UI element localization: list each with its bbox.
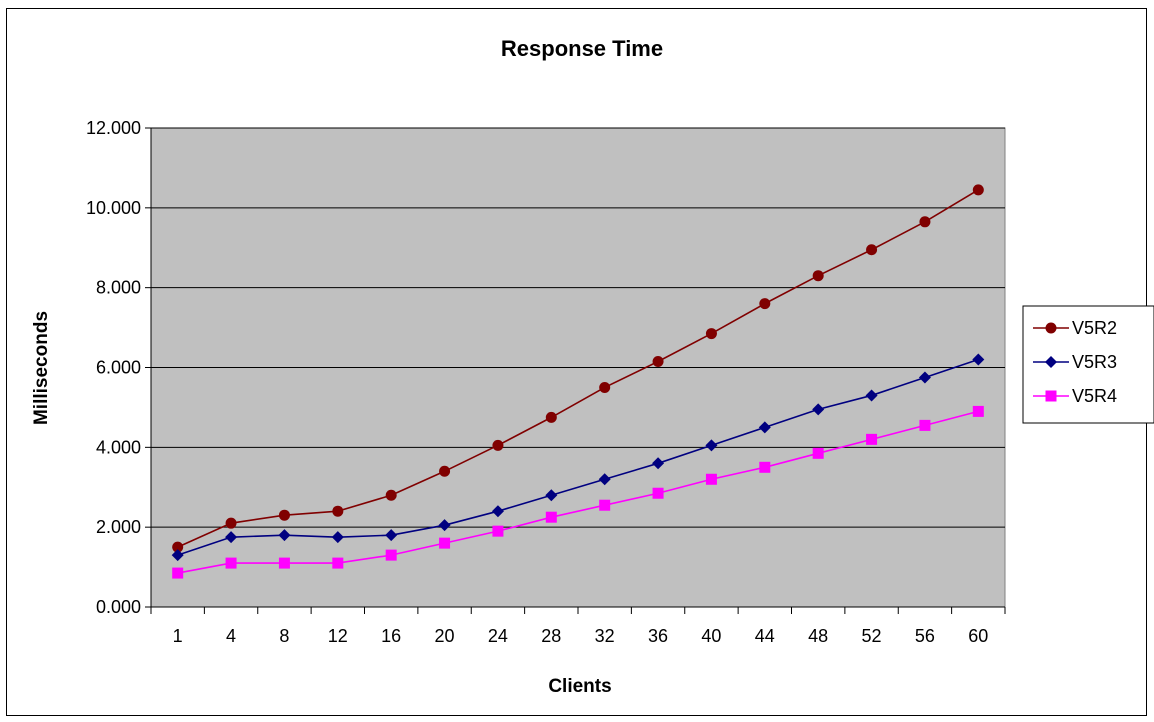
- legend-marker: [1045, 390, 1057, 402]
- series-layer: [171, 184, 985, 579]
- data-point: [866, 433, 878, 445]
- x-tick-label: 4: [226, 626, 236, 646]
- legend-label: V5R2: [1072, 318, 1117, 338]
- data-point: [705, 439, 718, 452]
- data-point: [812, 270, 824, 282]
- y-tick-label: 10.000: [86, 198, 141, 218]
- data-point: [545, 511, 557, 523]
- x-tick-label: 40: [701, 626, 721, 646]
- data-point: [812, 447, 824, 459]
- x-tick-label: 20: [435, 626, 455, 646]
- legend-item-v5r2: V5R2: [1033, 318, 1117, 338]
- legend-marker: [1045, 322, 1057, 334]
- data-point: [492, 525, 504, 537]
- data-point: [599, 499, 611, 511]
- data-point: [439, 465, 451, 477]
- data-point: [758, 421, 771, 434]
- data-point: [332, 557, 344, 569]
- data-point: [972, 184, 984, 196]
- x-tick-label: 12: [328, 626, 348, 646]
- data-point: [972, 353, 985, 366]
- data-point: [385, 489, 397, 501]
- data-point: [332, 505, 344, 517]
- y-tick-label: 2.000: [96, 517, 141, 537]
- y-tick-label: 6.000: [96, 358, 141, 378]
- legend-label: V5R4: [1072, 386, 1117, 406]
- data-point: [385, 529, 398, 542]
- x-tick-label: 16: [381, 626, 401, 646]
- data-point: [225, 517, 237, 529]
- x-tick-label: 60: [968, 626, 988, 646]
- data-point: [385, 549, 397, 561]
- grid-lines: [151, 127, 1005, 528]
- series-line: [177, 189, 979, 548]
- data-point: [545, 411, 557, 423]
- data-point: [492, 439, 504, 451]
- chart-title: Response Time: [501, 36, 663, 61]
- x-axis-title: Clients: [548, 676, 611, 697]
- data-point: [438, 519, 451, 532]
- x-tick-label: 24: [488, 626, 508, 646]
- y-tick-label: 0.000: [96, 597, 141, 617]
- y-axis-title: Milliseconds: [31, 311, 52, 425]
- data-point: [705, 328, 717, 340]
- legend-marker: [1045, 356, 1057, 368]
- series-v5r2: [172, 184, 984, 553]
- legend-label: V5R3: [1072, 352, 1117, 372]
- y-tick-label: 12.000: [86, 118, 141, 138]
- data-point: [972, 405, 984, 417]
- x-tick-label: 48: [808, 626, 828, 646]
- data-point: [171, 549, 184, 562]
- x-tick-label: 1: [173, 626, 183, 646]
- data-point: [812, 403, 825, 416]
- x-tick-label: 28: [541, 626, 561, 646]
- x-tick-label: 44: [755, 626, 775, 646]
- data-point: [598, 473, 611, 486]
- data-point: [866, 244, 878, 256]
- x-tick-label: 8: [279, 626, 289, 646]
- data-point: [652, 487, 664, 499]
- series-line: [177, 410, 979, 574]
- legend-item-v5r3: V5R3: [1033, 352, 1117, 372]
- data-point: [278, 557, 290, 569]
- y-tick-label: 4.000: [96, 437, 141, 457]
- legend-box: [1022, 305, 1154, 424]
- data-point: [759, 298, 771, 310]
- data-point: [599, 381, 611, 393]
- data-point: [545, 489, 558, 502]
- series-v5r3: [171, 353, 985, 562]
- data-point: [652, 457, 665, 470]
- data-point: [172, 567, 184, 579]
- x-tick-label: 32: [595, 626, 615, 646]
- data-point: [919, 419, 931, 431]
- data-point: [865, 389, 878, 402]
- data-point: [439, 537, 451, 549]
- data-point: [491, 505, 504, 518]
- y-tick-label: 8.000: [96, 278, 141, 298]
- data-point: [652, 356, 664, 368]
- data-point: [278, 509, 290, 521]
- data-point: [225, 557, 237, 569]
- data-point: [759, 461, 771, 473]
- legend: V5R2 V5R3 V5R4: [1022, 305, 1154, 424]
- data-point: [331, 531, 344, 544]
- data-point: [172, 541, 184, 553]
- series-line: [177, 358, 979, 556]
- data-point: [919, 216, 931, 228]
- series-v5r4: [172, 405, 984, 579]
- x-tick-label: 36: [648, 626, 668, 646]
- data-point: [705, 473, 717, 485]
- data-point: [918, 371, 931, 384]
- legend-item-v5r4: V5R4: [1033, 386, 1117, 406]
- data-point: [278, 529, 291, 542]
- x-tick-label: 52: [862, 626, 882, 646]
- x-tick-label: 56: [915, 626, 935, 646]
- data-point: [225, 531, 238, 544]
